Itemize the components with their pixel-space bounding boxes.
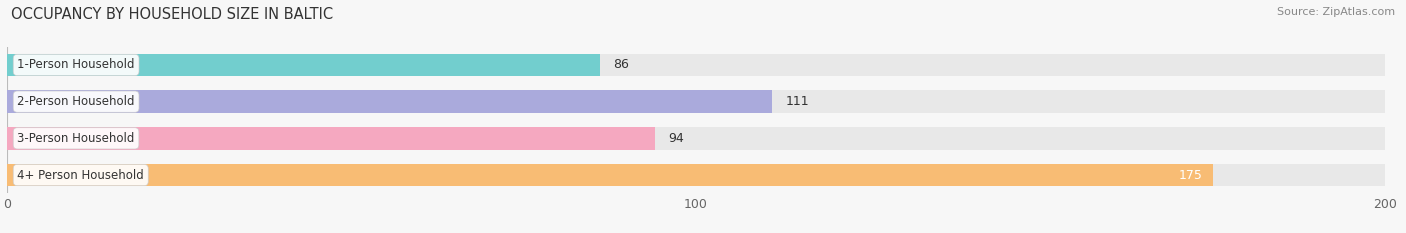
Text: 175: 175	[1178, 168, 1202, 182]
Text: 111: 111	[786, 95, 810, 108]
Bar	[7, 90, 1385, 113]
Text: OCCUPANCY BY HOUSEHOLD SIZE IN BALTIC: OCCUPANCY BY HOUSEHOLD SIZE IN BALTIC	[11, 7, 333, 22]
Text: 1-Person Household: 1-Person Household	[17, 58, 135, 72]
Text: 3-Person Household: 3-Person Household	[17, 132, 135, 145]
Text: 94: 94	[668, 132, 685, 145]
Bar	[7, 54, 1385, 76]
Text: 2-Person Household: 2-Person Household	[17, 95, 135, 108]
Bar	[7, 127, 655, 150]
Text: 86: 86	[613, 58, 628, 72]
Text: Source: ZipAtlas.com: Source: ZipAtlas.com	[1277, 7, 1395, 17]
Bar	[7, 164, 1385, 186]
Text: 4+ Person Household: 4+ Person Household	[17, 168, 143, 182]
Bar	[7, 90, 772, 113]
Bar	[7, 127, 1385, 150]
Bar	[7, 54, 599, 76]
Bar	[7, 164, 1213, 186]
